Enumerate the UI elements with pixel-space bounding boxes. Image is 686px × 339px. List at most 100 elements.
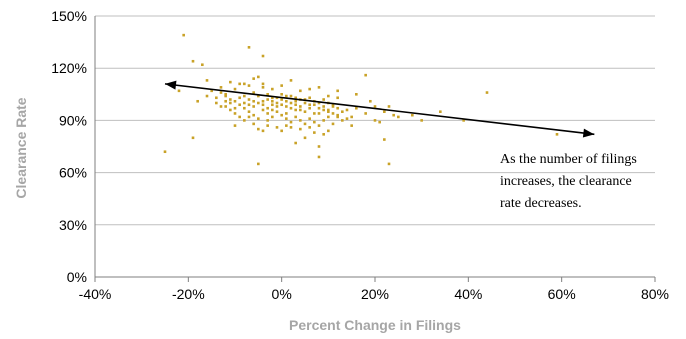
data-point (163, 150, 167, 154)
data-point (201, 63, 204, 67)
data-point (210, 89, 213, 93)
x-tick-label: -40% (79, 286, 112, 302)
data-point (266, 106, 269, 110)
data-point (233, 106, 237, 110)
data-point (313, 120, 316, 124)
data-point (289, 126, 293, 129)
data-point (317, 112, 321, 115)
x-tick-label: 60% (548, 286, 576, 302)
data-point (271, 99, 274, 103)
data-point (336, 96, 339, 100)
data-point (205, 94, 209, 98)
data-point (322, 119, 325, 122)
data-point (308, 126, 311, 129)
data-point (294, 141, 297, 145)
data-point (420, 119, 423, 122)
data-point (345, 108, 349, 112)
y-tick-label: 0% (67, 269, 87, 285)
data-point (229, 98, 232, 101)
data-point (336, 113, 339, 117)
data-point (299, 127, 302, 131)
y-tick-label: 90% (59, 112, 87, 128)
data-point (229, 101, 232, 105)
data-point (252, 91, 255, 94)
data-point (373, 119, 377, 122)
data-point (252, 105, 255, 108)
data-point (233, 124, 237, 127)
data-point (257, 75, 260, 79)
data-point (280, 103, 283, 107)
data-point (378, 120, 381, 124)
annotation-line-3: rate decreases. (500, 196, 582, 211)
data-point (280, 129, 283, 133)
data-point (387, 162, 391, 166)
data-point (387, 105, 391, 108)
data-point (229, 80, 232, 84)
data-point (308, 117, 311, 120)
data-point (257, 162, 260, 166)
data-point (303, 101, 307, 105)
data-point (350, 115, 353, 119)
data-point (271, 87, 274, 91)
data-point (224, 105, 227, 108)
data-point (243, 94, 246, 98)
data-point (285, 124, 288, 127)
data-point (392, 113, 395, 117)
data-point (257, 117, 260, 120)
data-point (289, 120, 293, 124)
data-point (219, 105, 223, 108)
data-point (261, 103, 265, 107)
data-point (196, 99, 199, 103)
data-point (247, 115, 251, 119)
data-point (191, 136, 195, 140)
data-point (331, 122, 335, 126)
data-point (317, 145, 321, 148)
data-point (261, 129, 265, 133)
data-point (397, 115, 400, 119)
data-point (336, 89, 339, 93)
data-point (350, 124, 353, 127)
data-point (345, 117, 349, 120)
data-point (224, 93, 227, 96)
trend-arrow (164, 80, 595, 138)
data-point (373, 105, 377, 108)
data-point (233, 87, 237, 91)
annotation: As the number of filings increases, the … (500, 152, 637, 211)
arrow-head-right (582, 128, 595, 138)
data-point (322, 133, 325, 136)
data-point (177, 89, 181, 93)
data-point (303, 136, 307, 140)
data-point (299, 119, 302, 122)
data-point (243, 82, 246, 86)
data-point (271, 115, 274, 119)
data-point (289, 94, 293, 98)
data-point (215, 101, 218, 105)
data-point (308, 103, 311, 107)
data-point (331, 105, 335, 108)
data-point (285, 117, 288, 120)
data-point (261, 86, 265, 89)
data-point (238, 96, 241, 100)
data-point (238, 103, 241, 107)
data-point (308, 87, 311, 91)
data-point (257, 101, 260, 105)
data-point (257, 127, 260, 131)
data-point (275, 101, 279, 105)
data-point (299, 89, 302, 93)
data-point (369, 99, 372, 103)
data-point (322, 98, 325, 101)
data-point (294, 115, 297, 119)
arrow-head-left (165, 80, 177, 90)
data-point (313, 131, 316, 134)
x-tick-label: 80% (641, 286, 669, 302)
data-point (219, 86, 223, 89)
data-point (364, 73, 367, 77)
data-point (229, 108, 232, 112)
annotation-line-1: As the number of filings (500, 152, 637, 167)
data-point (261, 54, 265, 58)
data-point (261, 82, 265, 86)
data-point (238, 82, 241, 86)
x-tick-label: -20% (172, 286, 205, 302)
data-point (317, 101, 321, 105)
